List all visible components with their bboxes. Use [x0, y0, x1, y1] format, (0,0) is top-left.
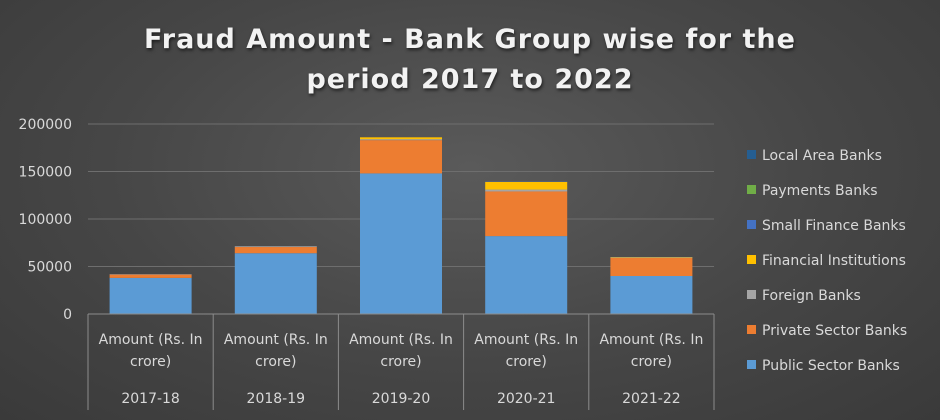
legend-swatch	[747, 325, 756, 334]
legend-swatch	[747, 185, 756, 194]
bar-segment	[234, 247, 317, 254]
bar-segment	[360, 139, 442, 141]
x-sublabel-line-1: Amount (Rs. In	[599, 332, 703, 348]
chart-title-line-1: Fraud Amount - Bank Group wise for the	[144, 24, 796, 55]
bar-segment	[485, 236, 568, 314]
legend-label: Foreign Banks	[762, 288, 861, 304]
x-sublabel-line-1: Amount (Rs. In	[99, 332, 203, 348]
y-tick-label: 0	[63, 307, 72, 323]
bar-segment	[485, 189, 568, 192]
y-tick-label: 150000	[19, 165, 72, 181]
legend-swatch	[747, 290, 756, 299]
chart-title: Fraud Amount - Bank Group wise for the p…	[0, 20, 940, 100]
bar-segment	[485, 191, 568, 237]
bar-segment	[610, 276, 693, 314]
x-sublabel-line-2: crore)	[380, 354, 421, 370]
legend-swatch	[747, 220, 756, 229]
y-tick-label: 200000	[19, 117, 72, 133]
bar-segment	[234, 253, 317, 314]
y-tick-label: 50000	[27, 260, 72, 276]
bar-segment	[360, 173, 442, 314]
bar-segment	[109, 274, 192, 278]
legend-swatch	[747, 255, 756, 264]
legend-label: Local Area Banks	[762, 148, 882, 164]
y-tick-label: 100000	[19, 212, 72, 228]
bar-segment	[360, 140, 442, 174]
x-category-label: 2021-22	[622, 391, 681, 407]
bar-segment	[109, 277, 192, 314]
x-sublabel-line-1: Amount (Rs. In	[349, 332, 453, 348]
x-sublabel-line-2: crore)	[130, 354, 171, 370]
legend-swatch	[747, 360, 756, 369]
legend-label: Private Sector Banks	[762, 323, 907, 339]
x-category-label: 2020-21	[497, 391, 556, 407]
x-category-label: 2019-20	[372, 391, 431, 407]
x-category-label: 2018-19	[247, 391, 306, 407]
legend-label: Public Sector Banks	[762, 358, 900, 374]
bar-segment	[234, 246, 317, 248]
legend-label: Financial Institutions	[762, 253, 906, 269]
legend-label: Payments Banks	[762, 183, 878, 199]
chart-title-line-2: period 2017 to 2022	[306, 64, 634, 95]
legend-swatch	[747, 150, 756, 159]
x-sublabel-line-2: crore)	[631, 354, 672, 370]
bar-segment	[485, 181, 568, 190]
x-sublabel-line-1: Amount (Rs. In	[474, 332, 578, 348]
bar-segment	[360, 137, 442, 140]
x-category-label: 2017-18	[121, 391, 180, 407]
x-sublabel-line-2: crore)	[255, 354, 296, 370]
bar-segment	[610, 257, 693, 258]
x-sublabel-line-1: Amount (Rs. In	[224, 332, 328, 348]
x-sublabel-line-2: crore)	[506, 354, 547, 370]
bar-segment	[610, 257, 693, 276]
legend-label: Small Finance Banks	[762, 218, 906, 234]
